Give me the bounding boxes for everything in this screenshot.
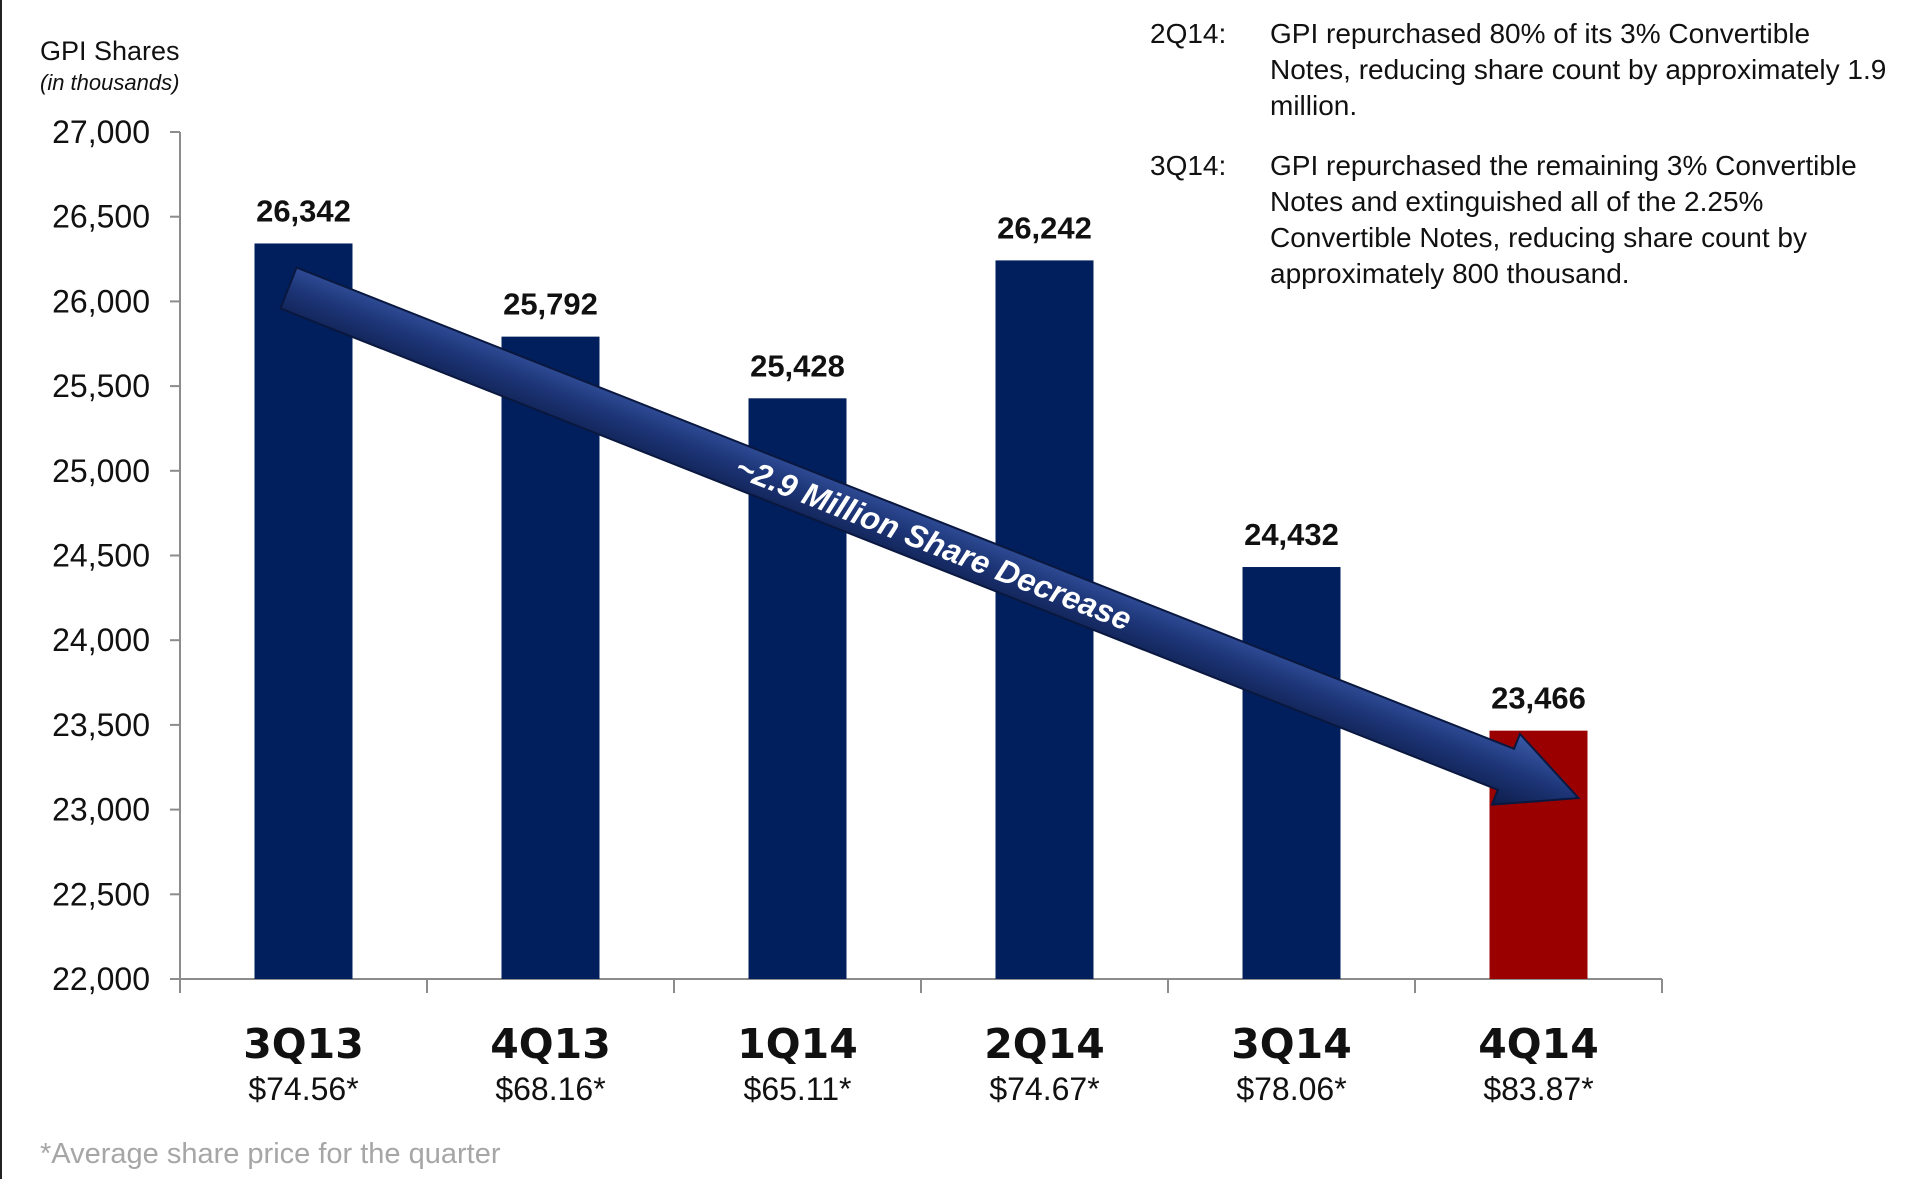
data-label: 26,342 [256, 193, 351, 228]
price-label: $74.56* [248, 1071, 358, 1107]
note-quarter: 2Q14: [1150, 18, 1227, 49]
y-tick-label: 25,000 [52, 453, 150, 489]
data-label: 23,466 [1491, 681, 1586, 716]
note-quarter: 3Q14: [1150, 150, 1227, 181]
y-tick-label: 26,500 [52, 199, 150, 235]
trend-arrow: ~2.9 Million Share Decrease [279, 266, 1581, 806]
y-tick-label: 23,000 [52, 792, 150, 828]
notes-panel: 2Q14: GPI repurchased 80% of its 3% Conv… [1150, 16, 1895, 316]
axes: 22,000 22,500 23,000 23,500 24,000 24,500 25,0… [52, 114, 1663, 997]
price-label: $74.67* [989, 1071, 1099, 1107]
bar-3q13 [254, 243, 353, 979]
price-label: $68.16* [495, 1071, 605, 1107]
arrow-shape: ~2.9 Million Share Decrease [279, 266, 1581, 806]
y-axis-title: GPI Shares [40, 36, 180, 66]
arrow-body [279, 266, 1581, 806]
y-tick-label: 23,500 [52, 707, 150, 743]
note-3q14: 3Q14: GPI repurchased the remaining 3% C… [1150, 148, 1895, 292]
category-label: 4Q13 [490, 1020, 610, 1068]
note-text: GPI repurchased 80% of its 3% Convertibl… [1270, 18, 1887, 121]
labels: 26,342 3Q13$74.56* 25,792 4Q13$68.16* 25,428… [243, 193, 1598, 1107]
data-label: 25,792 [503, 287, 598, 322]
category-label: 3Q13 [243, 1020, 363, 1068]
category-label: 3Q14 [1231, 1020, 1351, 1068]
price-label: $65.11* [744, 1071, 852, 1107]
y-tick-label: 22,500 [52, 876, 150, 912]
y-tick-label: 24,500 [52, 538, 150, 574]
note-2q14: 2Q14: GPI repurchased 80% of its 3% Conv… [1150, 16, 1895, 124]
bar-4q13 [501, 336, 600, 979]
left-border [0, 0, 2, 1179]
category-label: 2Q14 [984, 1020, 1104, 1068]
y-tick-label: 22,000 [52, 961, 150, 997]
price-label: $83.87* [1483, 1071, 1593, 1107]
note-text: GPI repurchased the remaining 3% Convert… [1270, 150, 1857, 289]
y-axis-subtitle: (in thousands) [40, 70, 180, 95]
data-label: 25,428 [750, 348, 845, 383]
category-label: 1Q14 [737, 1020, 857, 1068]
y-tick-label: 25,500 [52, 368, 150, 404]
y-tick-label: 24,000 [52, 622, 150, 658]
y-tick-label: 27,000 [52, 114, 150, 150]
footnote: *Average share price for the quarter [40, 1138, 501, 1170]
y-tick-label: 26,000 [52, 283, 150, 319]
data-label: 24,432 [1244, 517, 1339, 552]
price-label: $78.06* [1236, 1071, 1346, 1107]
category-label: 4Q14 [1478, 1020, 1598, 1068]
data-label: 26,242 [997, 210, 1092, 245]
bar-3q14 [1242, 567, 1341, 979]
